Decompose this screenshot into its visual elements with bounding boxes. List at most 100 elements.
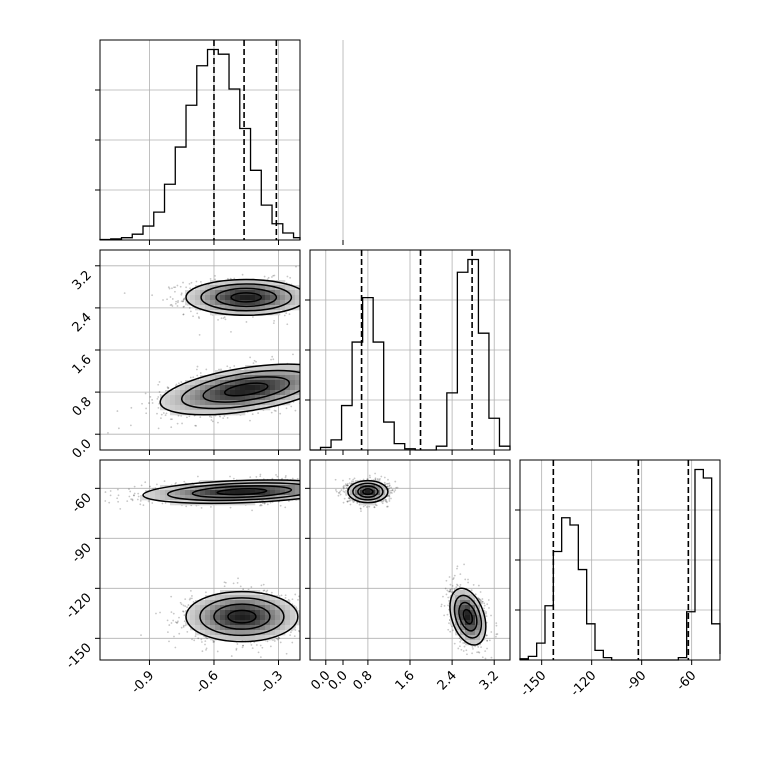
sample-point	[250, 644, 253, 646]
sample-point	[291, 641, 294, 644]
density-cell	[270, 365, 276, 371]
density-cell	[235, 490, 241, 496]
sample-point	[251, 647, 254, 650]
sample-point	[294, 409, 297, 412]
sample-point	[182, 298, 185, 301]
density-cell	[250, 305, 256, 311]
density-cell	[245, 295, 251, 301]
sample-point	[306, 392, 308, 394]
density-cell	[210, 380, 216, 386]
sample-point	[301, 297, 303, 299]
density-cell	[270, 285, 276, 291]
density-cell	[220, 370, 226, 376]
sample-point	[216, 650, 219, 653]
density-cell	[250, 405, 256, 411]
density-cell	[245, 310, 251, 316]
density-cell	[180, 490, 186, 496]
density-cell	[230, 370, 236, 376]
density-cell	[265, 595, 271, 601]
sample-point	[186, 606, 189, 609]
density-cell	[190, 390, 196, 396]
density-cell	[235, 400, 241, 406]
sample-point	[217, 318, 219, 321]
sample-point	[170, 611, 173, 614]
joint-panel-0-1	[99, 249, 309, 451]
sample-point	[182, 610, 185, 613]
density-cell	[245, 300, 251, 306]
density-cell	[200, 410, 206, 416]
sample-point	[174, 302, 177, 305]
sample-point	[301, 488, 303, 490]
sample-point	[196, 475, 199, 478]
sample-point	[303, 393, 305, 395]
density-cell	[200, 395, 206, 401]
density-cell	[220, 305, 226, 311]
sample-point	[133, 485, 136, 488]
density-cell	[290, 490, 296, 496]
sample-point	[167, 631, 169, 634]
sample-point	[182, 610, 184, 613]
density-cell	[220, 295, 226, 301]
density-cell	[245, 285, 251, 291]
density-cell	[245, 590, 251, 596]
density-cell	[220, 280, 226, 286]
density-cell	[255, 595, 261, 601]
density-cell	[290, 365, 296, 371]
sample-point	[160, 417, 162, 420]
density-cell	[215, 395, 221, 401]
sample-point	[220, 317, 223, 320]
density-cell	[255, 285, 261, 291]
density-cell	[205, 400, 211, 406]
density-cell	[150, 495, 156, 501]
density-cell	[210, 395, 216, 401]
density-cell	[180, 405, 186, 411]
sample-point	[144, 392, 147, 395]
density-cell	[195, 600, 201, 606]
sample-point	[223, 415, 226, 417]
sample-point	[286, 323, 289, 326]
sample-point	[303, 304, 305, 306]
sample-point	[284, 475, 287, 477]
density-cell	[265, 390, 271, 396]
density-cell	[255, 305, 261, 311]
sample-point	[288, 313, 291, 316]
sample-point	[305, 369, 307, 371]
density-cell	[280, 295, 286, 301]
sample-point	[164, 414, 167, 417]
sample-point	[199, 372, 202, 374]
sample-point	[192, 601, 195, 603]
density-cell	[180, 495, 186, 501]
density-cell	[240, 375, 246, 381]
sample-point	[182, 313, 185, 316]
sample-point	[182, 624, 185, 627]
density-cell	[290, 380, 296, 386]
sample-point	[284, 596, 287, 599]
density-cell	[205, 395, 211, 401]
density-cell	[245, 305, 251, 311]
sample-point	[307, 282, 309, 284]
density-cell	[205, 295, 211, 301]
sample-point	[271, 477, 274, 480]
density-cell	[270, 280, 276, 286]
sample-point	[266, 278, 269, 281]
sample-point	[151, 398, 154, 401]
density-cell	[280, 380, 286, 386]
sample-point	[208, 415, 211, 418]
sample-point	[230, 655, 233, 657]
sample-point	[161, 502, 164, 505]
density-cell	[290, 305, 296, 311]
sample-point	[301, 385, 303, 387]
sample-point	[210, 419, 213, 421]
sample-point	[301, 492, 303, 494]
density-cell	[260, 380, 266, 386]
density-cell	[225, 310, 231, 316]
sample-point	[305, 382, 307, 384]
sample-point	[307, 392, 309, 394]
density-cell	[205, 390, 211, 396]
density-cell	[230, 300, 236, 306]
sample-point	[200, 506, 203, 509]
sample-point	[266, 640, 269, 643]
sample-point	[179, 285, 182, 288]
sample-point	[280, 594, 283, 597]
density-cell	[200, 385, 206, 391]
